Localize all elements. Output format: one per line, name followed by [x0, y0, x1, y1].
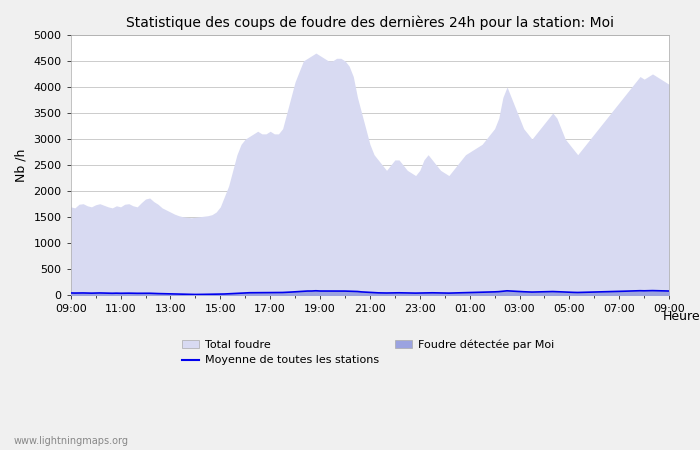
X-axis label: Heure: Heure: [662, 310, 700, 323]
Y-axis label: Nb /h: Nb /h: [15, 148, 28, 182]
Title: Statistique des coups de foudre des dernières 24h pour la station: Moi: Statistique des coups de foudre des dern…: [126, 15, 614, 30]
Legend: Total foudre, Moyenne de toutes les stations, Foudre détectée par Moi: Total foudre, Moyenne de toutes les stat…: [178, 335, 559, 370]
Text: www.lightningmaps.org: www.lightningmaps.org: [14, 436, 129, 446]
